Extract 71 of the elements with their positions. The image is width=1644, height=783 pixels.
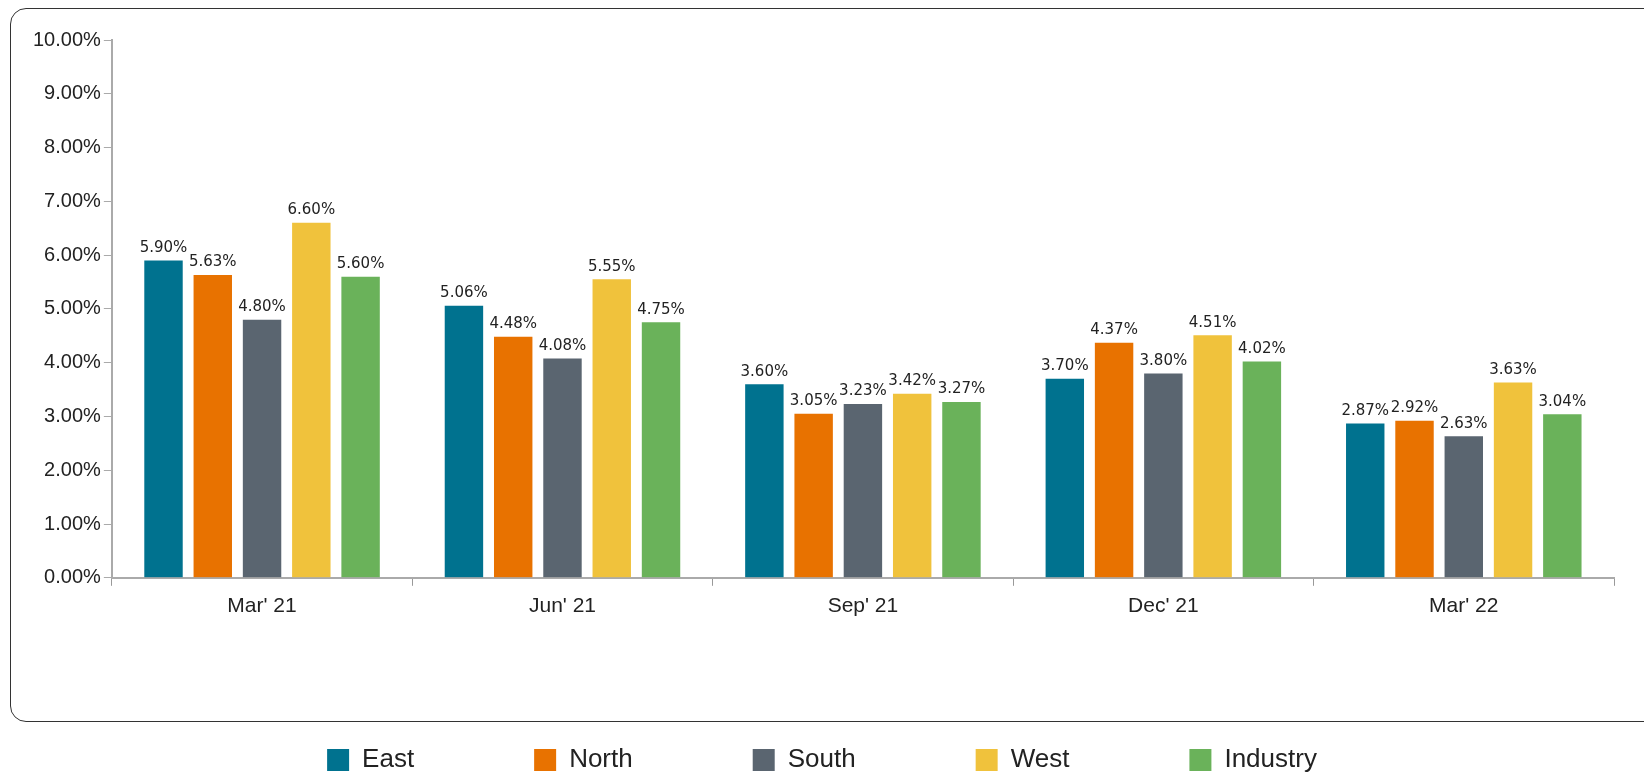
bar (794, 413, 833, 578)
bar (745, 384, 784, 578)
legend-label: West (1010, 743, 1071, 774)
data-label: 4.48% (489, 314, 538, 333)
data-label: 5.60% (336, 254, 385, 273)
data-label: 3.80% (1139, 350, 1188, 369)
data-label: 3.05% (789, 391, 838, 410)
bar (292, 222, 331, 578)
bar (1045, 378, 1085, 578)
data-label: 4.02% (1238, 339, 1286, 357)
bar (592, 279, 631, 578)
y-tick-label: 9.00% (44, 81, 102, 104)
data-label: 2.87% (1341, 400, 1390, 419)
bar (942, 401, 981, 578)
bar (1444, 436, 1483, 578)
data-label: 4.08% (538, 335, 587, 354)
bar (1543, 414, 1582, 578)
data-label: 3.70% (1040, 356, 1089, 375)
data-label: 3.63% (1489, 359, 1537, 378)
legend-label: South (787, 743, 856, 774)
bar (444, 305, 484, 578)
x-tick-label: Dec' 21 (1128, 593, 1199, 617)
bar (341, 276, 380, 578)
y-tick-label: 0.00% (44, 565, 102, 588)
bar (1395, 420, 1434, 578)
x-tick-label: Mar' 21 (227, 593, 297, 617)
bar (1242, 361, 1282, 578)
y-tick-label: 8.00% (44, 135, 102, 158)
bar (843, 404, 883, 578)
y-tick-label: 4.00% (44, 350, 102, 373)
data-label: 4.51% (1188, 312, 1237, 331)
data-label: 3.04% (1538, 391, 1587, 410)
bar (641, 322, 681, 578)
y-tick-label: 3.00% (44, 403, 102, 426)
legend-label: North (569, 743, 633, 774)
data-label: 5.06% (440, 283, 488, 302)
bar (1193, 335, 1232, 578)
data-label: 5.63% (188, 252, 237, 271)
data-label: 3.23% (839, 381, 887, 400)
data-label: 3.27% (937, 379, 986, 398)
bar (1094, 342, 1134, 578)
y-tick-label: 5.00% (44, 296, 102, 319)
bar (144, 260, 183, 578)
data-label: 2.92% (1390, 398, 1439, 417)
data-label: 3.60% (740, 361, 789, 380)
x-tick-label: Jun' 21 (528, 593, 597, 617)
y-tick-label: 1.00% (44, 511, 102, 534)
data-label: 5.90% (139, 237, 188, 256)
data-label: 2.63% (1439, 413, 1488, 432)
data-label: 6.60% (287, 200, 336, 219)
data-label: 4.37% (1090, 320, 1138, 339)
bar (543, 358, 582, 578)
data-label: 3.42% (888, 371, 937, 390)
data-label: 5.55% (587, 256, 636, 275)
y-tick-label: 2.00% (44, 457, 102, 480)
x-tick-label: Sep' 21 (827, 593, 899, 617)
legend-label: East (362, 743, 415, 774)
legend-label: Industry (1224, 743, 1317, 774)
bar (1493, 382, 1533, 578)
bar (1346, 423, 1385, 578)
y-tick-label: 10.00% (32, 27, 102, 50)
bar (242, 319, 282, 578)
bar (892, 393, 932, 578)
bar (193, 275, 232, 578)
bar (494, 336, 533, 578)
bar (1144, 373, 1183, 578)
y-tick-label: 7.00% (44, 188, 102, 211)
data-label: 4.75% (637, 299, 685, 318)
y-tick-label: 6.00% (44, 242, 102, 265)
data-label: 4.80% (238, 297, 286, 316)
x-tick-label: Mar' 22 (1429, 593, 1499, 617)
